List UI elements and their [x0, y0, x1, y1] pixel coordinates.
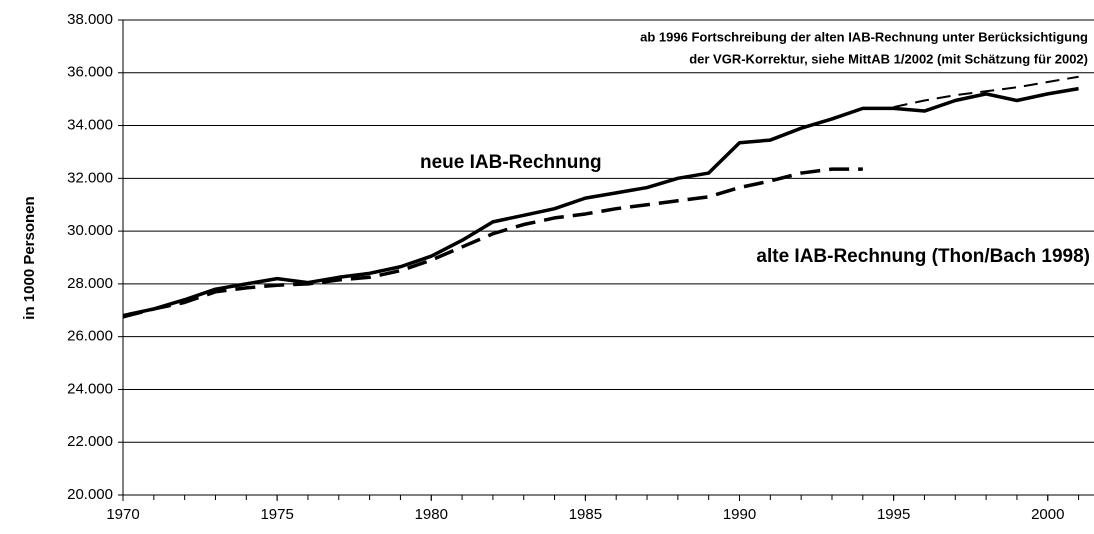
x-tick-label: 2000	[1031, 506, 1064, 523]
series-line	[893, 75, 1079, 109]
y-tick-label: 28.000	[67, 275, 113, 292]
y-tick-label: 26.000	[67, 328, 113, 345]
y-tick-label: 36.000	[67, 64, 113, 81]
series-line	[122, 167, 863, 319]
y-tick-label: 20.000	[67, 486, 113, 503]
y-tick-label: 22.000	[67, 433, 113, 450]
x-tick-label: 1995	[877, 506, 910, 523]
y-tick-label: 38.000	[67, 11, 113, 28]
annotation: der VGR-Korrektur, siehe MittAB 1/2002 (…	[689, 51, 1088, 66]
x-tick-label: 1990	[723, 506, 756, 523]
series-label: neue IAB-Rechnung	[420, 152, 602, 173]
x-tick-label: 1970	[106, 506, 139, 523]
y-tick-label: 32.000	[67, 169, 113, 186]
y-tick-label: 30.000	[67, 222, 113, 239]
y-axis-label: in 1000 Personen	[21, 196, 38, 319]
annotation: ab 1996 Fortschreibung der alten IAB-Rec…	[640, 29, 1088, 44]
x-tick-label: 1975	[260, 506, 293, 523]
x-tick-label: 1985	[569, 506, 602, 523]
series-line	[122, 86, 1079, 318]
x-tick-label: 1980	[415, 506, 448, 523]
y-tick-label: 34.000	[67, 117, 113, 134]
y-tick-label: 24.000	[67, 380, 113, 397]
series-label: alte IAB-Rechnung (Thon/Bach 1998)	[756, 246, 1090, 267]
